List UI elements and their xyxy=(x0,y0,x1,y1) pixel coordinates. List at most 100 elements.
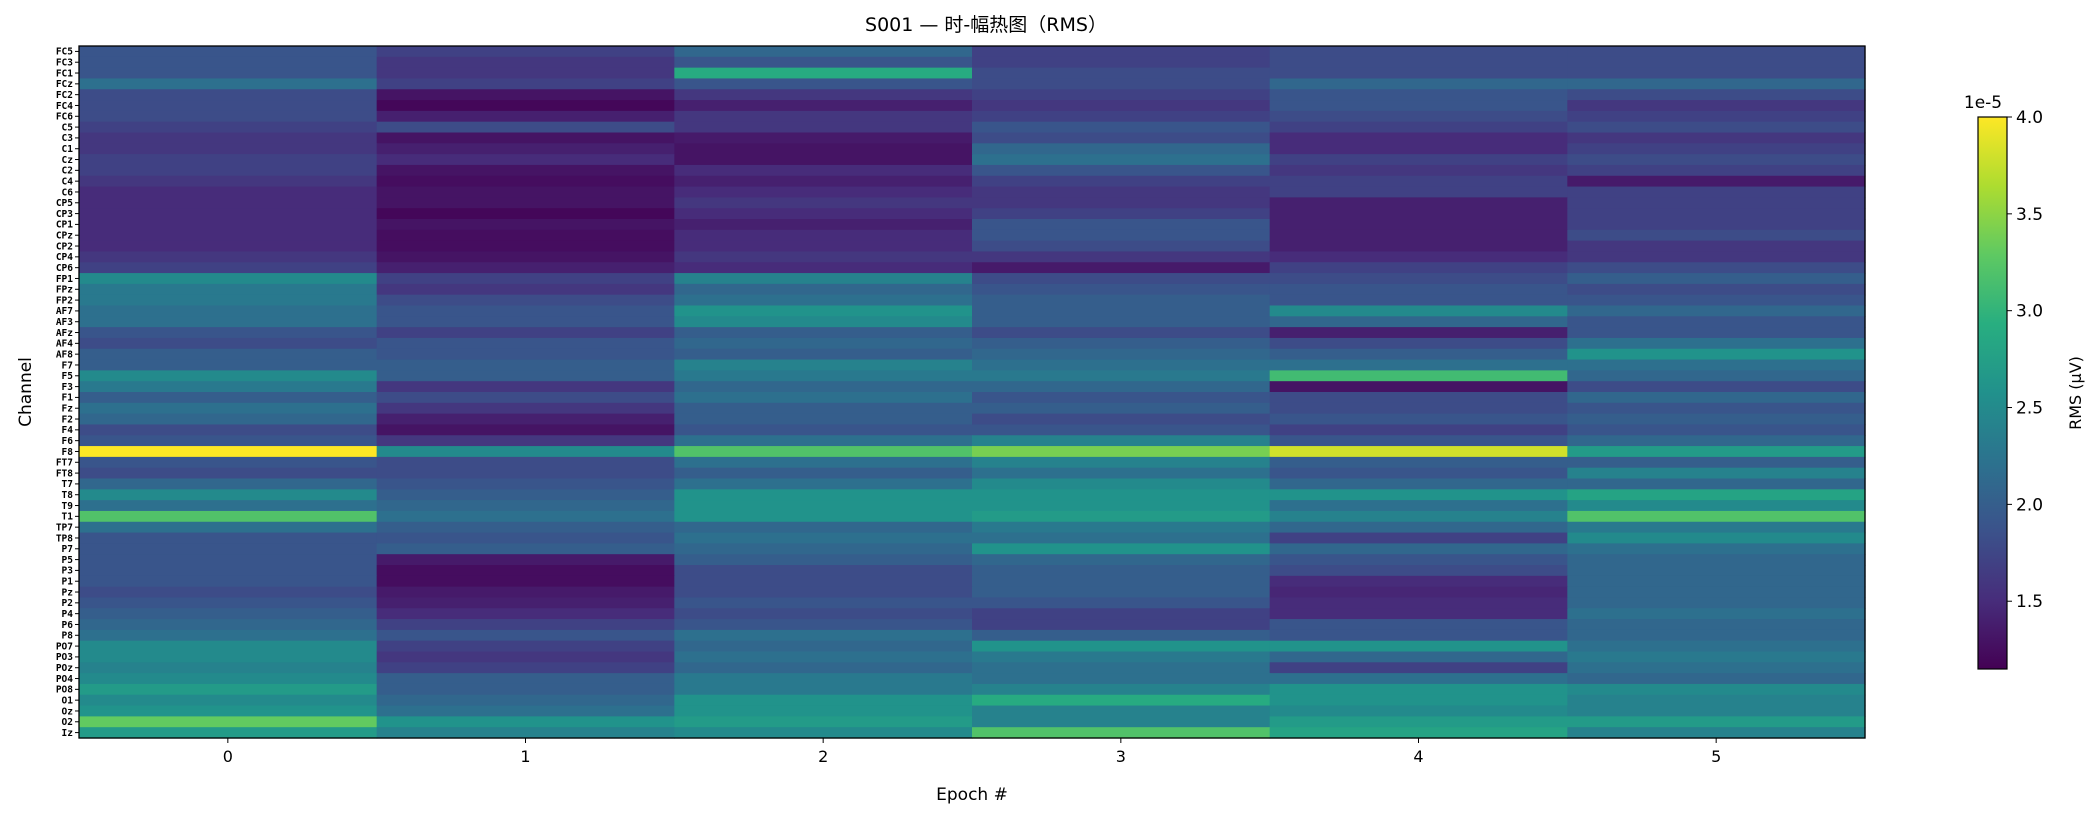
heatmap-cell xyxy=(972,327,1271,339)
heatmap-cell xyxy=(1567,489,1866,501)
heatmap-cell xyxy=(1269,273,1568,285)
heatmap-cell xyxy=(674,608,973,620)
heatmap-cell xyxy=(376,327,675,339)
heatmap-cell xyxy=(972,67,1271,80)
y-tick-label: FT7 xyxy=(56,458,73,469)
heatmap-cell xyxy=(1269,219,1568,231)
heatmap-cell xyxy=(674,575,973,588)
heatmap-cell xyxy=(972,683,1271,696)
heatmap-cell xyxy=(376,543,675,555)
heatmap-cell xyxy=(376,337,675,350)
heatmap-cell xyxy=(674,359,973,371)
heatmap-cell xyxy=(1567,56,1866,69)
heatmap-cell xyxy=(1567,651,1866,663)
heatmap-cell xyxy=(1567,110,1866,123)
heatmap-cell xyxy=(1567,251,1866,263)
y-tick-label: F5 xyxy=(62,371,74,382)
heatmap-cell xyxy=(1269,662,1568,674)
heatmap-cell xyxy=(674,154,973,166)
heatmap-cell xyxy=(1567,413,1866,426)
heatmap-cell xyxy=(1567,305,1866,317)
heatmap-cell xyxy=(1567,316,1866,328)
heatmap-cell xyxy=(972,716,1271,728)
heatmap-cell xyxy=(972,554,1271,566)
heatmap-cell xyxy=(1567,435,1866,447)
heatmap-cell xyxy=(1269,154,1568,166)
heatmap-cell xyxy=(1567,175,1866,188)
heatmap-cell xyxy=(972,100,1271,112)
heatmap-cell xyxy=(1567,337,1866,350)
heatmap-cell xyxy=(376,100,675,112)
heatmap-cell xyxy=(674,565,973,577)
heatmap-cell xyxy=(972,694,1271,707)
colorbar-tick-label: 2.5 xyxy=(2016,399,2043,419)
heatmap-cell xyxy=(674,716,973,728)
y-tick-label: C3 xyxy=(62,133,74,144)
heatmap-cell xyxy=(1567,424,1866,436)
heatmap-cell xyxy=(1269,597,1568,609)
heatmap-cell xyxy=(674,348,973,361)
y-tick-label: AF7 xyxy=(56,306,73,317)
heatmap-cell xyxy=(1269,500,1568,512)
heatmap-cell xyxy=(376,705,675,717)
heatmap-cell xyxy=(1269,370,1568,382)
y-tick-label: AF3 xyxy=(56,317,73,328)
heatmap-cell xyxy=(972,413,1271,426)
y-tick-label: P7 xyxy=(62,544,73,555)
heatmap-cell xyxy=(1269,186,1568,198)
heatmap-cell xyxy=(376,554,675,566)
heatmap-cell xyxy=(376,316,675,328)
heatmap-cell xyxy=(1269,705,1568,717)
heatmap-cell xyxy=(1567,121,1866,134)
heatmap-cell xyxy=(1567,554,1866,566)
heatmap-cell xyxy=(1567,164,1866,177)
heatmap-cell xyxy=(376,467,675,480)
y-tick-label: C6 xyxy=(62,187,74,198)
heatmap-cell xyxy=(376,575,675,588)
heatmap-cell xyxy=(79,694,378,707)
y-tick-label: TP8 xyxy=(56,533,73,544)
heatmap-cell xyxy=(1567,100,1866,112)
heatmap-cell xyxy=(1567,89,1866,101)
heatmap-cell xyxy=(1567,727,1866,739)
heatmap-cell xyxy=(1269,89,1568,101)
heatmap-cell xyxy=(1567,673,1866,685)
y-tick-label: CP4 xyxy=(56,252,73,263)
y-tick-label: P6 xyxy=(62,620,74,631)
heatmap-cell xyxy=(79,597,378,609)
heatmap-cell xyxy=(79,662,378,674)
heatmap-cell xyxy=(79,283,378,296)
heatmap-cell xyxy=(674,110,973,123)
heatmap-cell xyxy=(972,229,1271,242)
y-tick-label: T9 xyxy=(62,501,74,512)
y-tick-label: O1 xyxy=(62,695,74,706)
y-tick-label: FP2 xyxy=(56,295,73,306)
heatmap-cell xyxy=(79,413,378,426)
heatmap-cell xyxy=(79,402,378,415)
heatmap-cell xyxy=(674,197,973,209)
heatmap-cell xyxy=(674,132,973,144)
y-tick-label: TP7 xyxy=(56,522,73,533)
heatmap-cell xyxy=(376,89,675,101)
colorbar-tick-label: 2.0 xyxy=(2016,495,2043,515)
heatmap-cell xyxy=(674,456,973,469)
heatmap-cell xyxy=(1269,46,1568,58)
heatmap-cell xyxy=(79,629,378,642)
heatmap-cell xyxy=(674,413,973,426)
heatmap-cell xyxy=(1269,327,1568,339)
heatmap-cell xyxy=(972,240,1271,253)
heatmap-cell xyxy=(972,381,1271,393)
heatmap-cell xyxy=(79,262,378,274)
heatmap-cell xyxy=(376,143,675,155)
heatmap-cell xyxy=(376,121,675,134)
heatmap-cell xyxy=(79,78,378,90)
heatmap-cell xyxy=(79,186,378,198)
y-tick-label: PO7 xyxy=(56,641,73,652)
heatmap-cell xyxy=(79,46,378,58)
y-axis-label: Channel xyxy=(16,357,36,427)
heatmap-cell xyxy=(1567,46,1866,58)
heatmap-cell xyxy=(1567,197,1866,209)
heatmap-cell xyxy=(79,208,378,220)
heatmap-cell xyxy=(1269,716,1568,728)
heatmap-cell xyxy=(1269,521,1568,534)
